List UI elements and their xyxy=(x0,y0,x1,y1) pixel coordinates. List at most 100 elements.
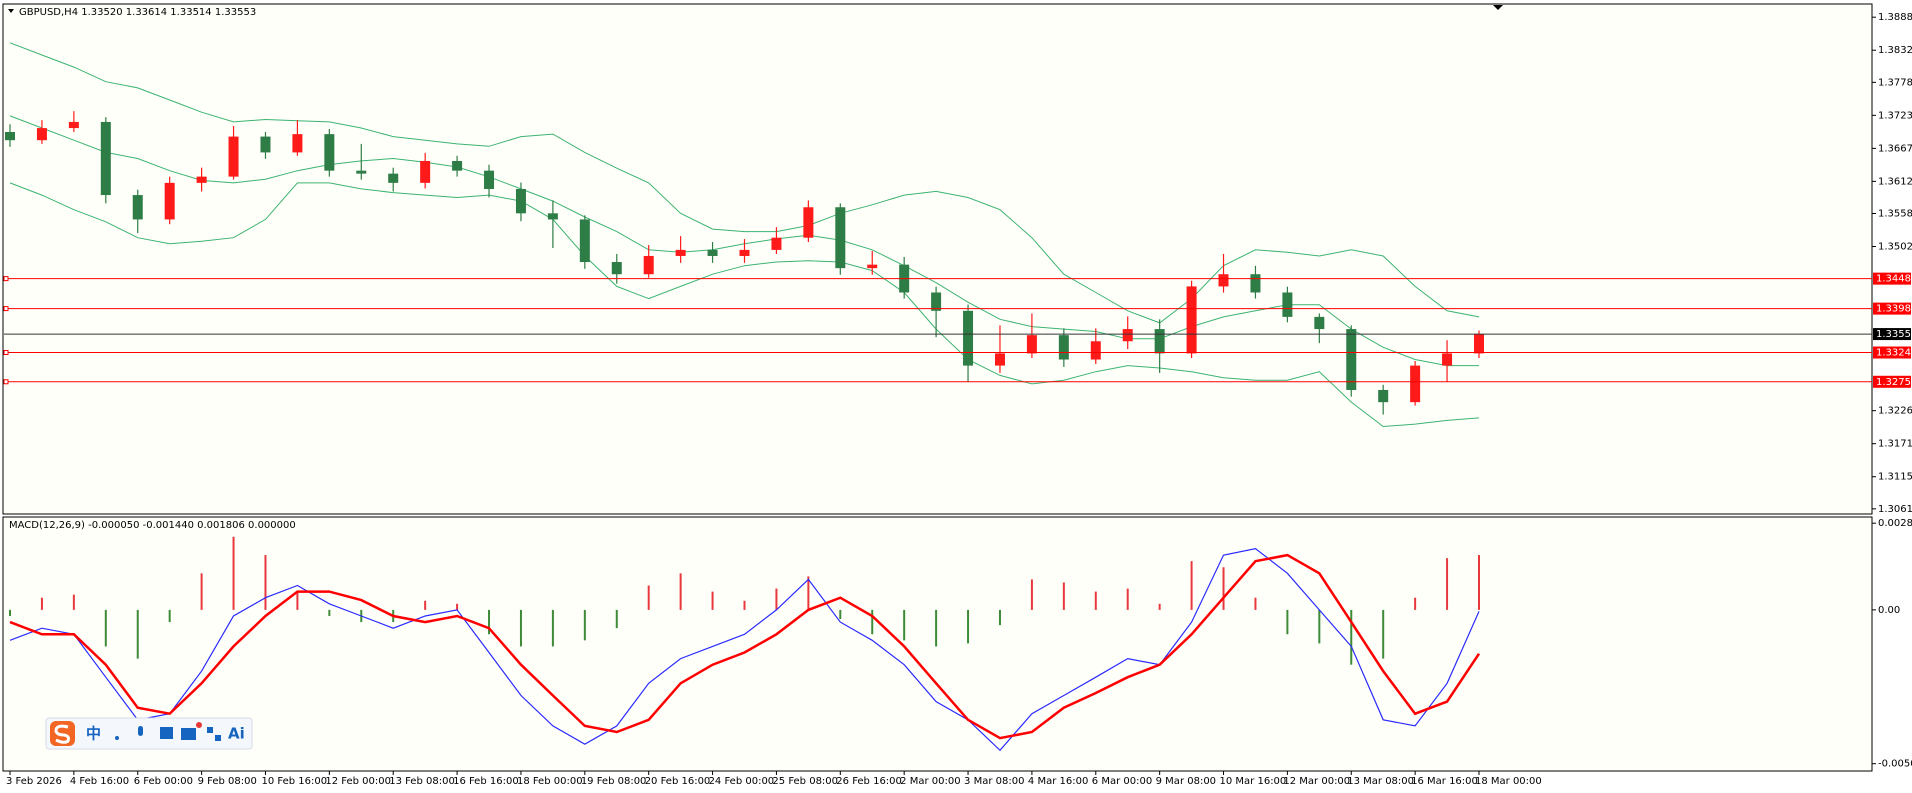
level-tag xyxy=(1873,302,1911,315)
candle-body xyxy=(1218,274,1229,287)
y-tick-label: 1.35025 xyxy=(1878,242,1912,253)
x-tick-label: 18 Mar 00:00 xyxy=(1475,776,1542,787)
x-tick-label: 26 Feb 16:00 xyxy=(836,776,902,787)
candle-body xyxy=(1026,335,1037,354)
signal-line xyxy=(9,553,1481,740)
candle-body xyxy=(1122,329,1133,342)
y-tick-label: 1.38325 xyxy=(1878,45,1912,56)
x-tick-label: 13 Feb 08:00 xyxy=(389,776,455,787)
plot-layer: 1.38880 1.38325 1.37785 1.37230 1.36675 1.361… xyxy=(3,12,1912,787)
ime-bar xyxy=(45,717,253,750)
macd-panel xyxy=(2,516,1873,772)
macd-line xyxy=(9,548,1480,752)
candle-body xyxy=(675,249,686,256)
x-tick-label: 24 Feb 00:00 xyxy=(709,776,775,787)
ime-logo-mark xyxy=(54,724,70,744)
ime-mode[interactable]: 中 xyxy=(86,725,101,743)
x-tick-label: 12 Feb 00:00 xyxy=(325,776,391,787)
y-tick-label: -0.00505 xyxy=(1878,759,1912,770)
candle-body xyxy=(452,160,463,171)
y-tick-label: 1.30615 xyxy=(1878,504,1912,515)
menu-arrow[interactable] xyxy=(8,9,14,13)
x-tick-label: 6 Mar 00:00 xyxy=(1092,776,1152,787)
candle-body xyxy=(1442,353,1453,366)
candle-body xyxy=(579,219,590,263)
ime-mic[interactable] xyxy=(138,726,143,736)
candle-body xyxy=(1410,365,1421,403)
x-tick-label: 12 Mar 00:00 xyxy=(1283,776,1350,787)
chart-title: GBPUSD,H4 1.33520 1.33614 1.33514 1.3355… xyxy=(19,7,256,18)
x-tick-label: 10 Mar 16:00 xyxy=(1220,776,1287,787)
candle-body xyxy=(164,182,175,220)
y-tick-label: 1.38880 xyxy=(1878,12,1912,23)
candle-body xyxy=(100,121,111,196)
candle-body xyxy=(388,173,399,183)
y-tick-label: 1.37785 xyxy=(1878,77,1912,88)
x-tick-label: 16 Feb 16:00 xyxy=(453,776,519,787)
x-tick-label: 3 Mar 08:00 xyxy=(964,776,1024,787)
candle-body xyxy=(132,195,143,220)
candle-body xyxy=(1186,286,1197,354)
level-handle xyxy=(3,306,9,312)
candle-body xyxy=(1346,329,1357,390)
candle-body xyxy=(611,262,622,275)
ime-punct[interactable] xyxy=(115,736,119,740)
candle-body xyxy=(324,134,335,171)
candle-body xyxy=(707,249,718,256)
candle-body xyxy=(1090,341,1101,360)
x-tick-label: 4 Mar 16:00 xyxy=(1028,776,1088,787)
y-tick-label: 0.00 xyxy=(1878,605,1900,616)
macd-title: MACD(12,26,9) -0.000050 -0.001440 0.0018… xyxy=(9,520,296,531)
bollinger-lower xyxy=(9,182,1480,428)
candle-body xyxy=(931,292,942,311)
level-handle xyxy=(3,379,9,385)
ime-tools-b xyxy=(215,735,221,741)
y-tick-label: 1.32265 xyxy=(1878,406,1912,417)
candle-body xyxy=(68,121,79,129)
ime-keyboard[interactable] xyxy=(160,727,173,739)
price-panel xyxy=(2,3,1873,515)
ime-ai[interactable]: Ai xyxy=(228,725,245,743)
current-price-label: 1.33553 xyxy=(1876,329,1912,340)
x-tick-label: 20 Feb 16:00 xyxy=(645,776,711,787)
x-tick-label: 2 Mar 00:00 xyxy=(900,776,960,787)
candle-body xyxy=(292,134,303,153)
x-tick-label: 9 Feb 08:00 xyxy=(198,776,257,787)
shift-marker xyxy=(1493,5,1503,10)
candle-body xyxy=(196,176,207,183)
x-tick-label: 13 Mar 08:00 xyxy=(1347,776,1414,787)
level-tag xyxy=(1873,272,1911,285)
candle-body xyxy=(1282,292,1293,317)
candle-body xyxy=(484,170,495,189)
candle-body xyxy=(547,213,558,220)
level-handle xyxy=(3,276,9,282)
y-tick-label: 1.31710 xyxy=(1878,439,1912,450)
candle-body xyxy=(260,136,271,153)
candle-body xyxy=(1154,329,1165,354)
ime-tools[interactable] xyxy=(207,727,213,733)
candle-body xyxy=(1474,334,1484,354)
current-price-tag xyxy=(1873,328,1911,341)
x-tick-label: 10 Feb 16:00 xyxy=(261,776,327,787)
candle-body xyxy=(963,310,974,366)
candle-body xyxy=(1314,316,1325,330)
candle-body xyxy=(356,170,367,174)
level-label: 1.33243 xyxy=(1876,348,1912,359)
candle-body xyxy=(1058,335,1069,360)
candle-body xyxy=(835,207,846,269)
y-tick-label: 1.31155 xyxy=(1878,472,1912,483)
ime-skin[interactable] xyxy=(181,728,196,740)
candle-body xyxy=(420,160,431,183)
ime-toolbar[interactable]: 中 Ai xyxy=(45,717,253,750)
bollinger-upper xyxy=(9,42,1480,324)
y-tick-label: 1.36120 xyxy=(1878,176,1912,187)
candle-body xyxy=(739,249,750,256)
candle-body xyxy=(515,188,526,214)
y-tick-label: 1.36675 xyxy=(1878,143,1912,154)
level-tag xyxy=(1873,375,1911,388)
candle-body xyxy=(1378,389,1389,403)
candle-body xyxy=(994,353,1005,366)
